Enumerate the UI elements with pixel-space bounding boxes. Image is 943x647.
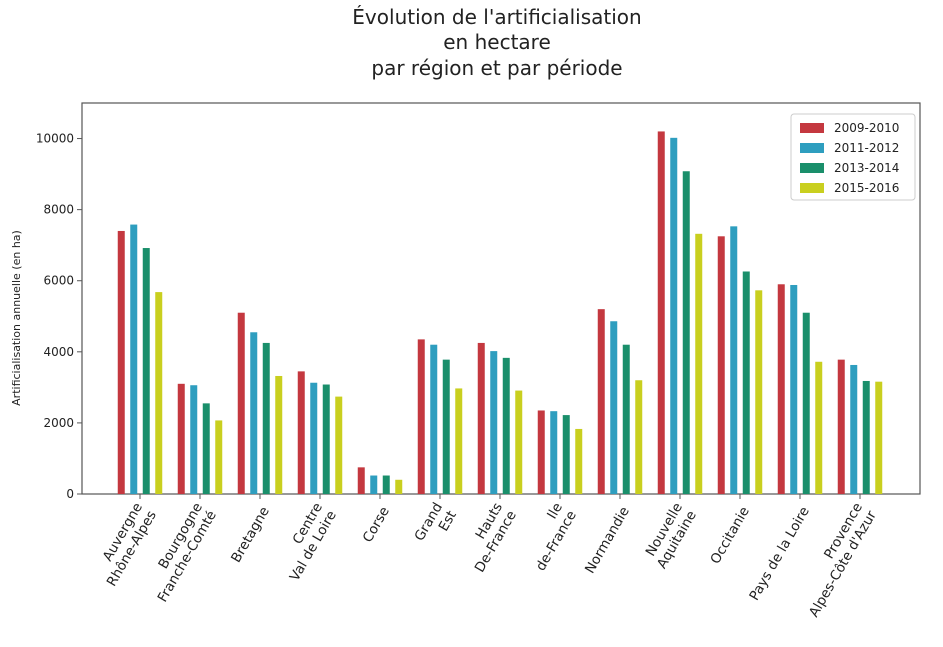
bar — [335, 396, 343, 494]
y-tick-label: 10000 — [36, 132, 74, 146]
bar — [117, 230, 125, 494]
chart-title-line: en hectare — [443, 30, 551, 54]
bar — [177, 383, 185, 494]
bar — [875, 381, 883, 494]
bar — [297, 371, 305, 494]
bar — [777, 284, 785, 494]
bar — [537, 410, 545, 494]
bar — [322, 384, 330, 494]
x-tick-label: Bretagne — [228, 504, 273, 566]
bar — [430, 344, 438, 494]
bar — [155, 292, 163, 494]
bar — [730, 226, 738, 494]
bar — [395, 479, 403, 494]
bar — [562, 415, 570, 494]
bar — [490, 351, 498, 494]
x-tick-label-line: Corse — [360, 504, 393, 545]
bar — [717, 236, 725, 495]
bar — [622, 344, 630, 494]
bar — [202, 403, 210, 494]
legend-label: 2011-2012 — [834, 141, 899, 155]
bar — [850, 364, 858, 494]
bar — [275, 375, 283, 494]
legend-swatch — [800, 143, 824, 153]
legend: 2009-2010 2011-2012 2013-2014 2015-2016 — [790, 113, 916, 201]
x-tick-label-line: Normandie — [582, 504, 633, 576]
x-tick-label: Normandie — [582, 504, 633, 576]
legend-swatch — [800, 163, 824, 173]
bar — [357, 467, 365, 494]
x-tick-label: Occitanie — [707, 504, 753, 567]
bar — [370, 475, 378, 494]
plot-area — [81, 102, 921, 495]
bar — [215, 420, 223, 494]
bar — [802, 312, 810, 494]
x-tick-label-line: Occitanie — [707, 504, 753, 567]
x-tick-label-line: Bretagne — [228, 504, 273, 566]
y-axis: 0 2000 4000 6000 8000 10000 — [36, 132, 82, 501]
bar — [755, 290, 763, 494]
legend-label: 2013-2014 — [834, 161, 899, 175]
y-axis-label: Artificialisation annuelle (en ha) — [10, 230, 23, 406]
bar — [657, 131, 665, 494]
legend-label: 2009-2010 — [834, 121, 899, 135]
bar — [417, 339, 425, 494]
y-tick-label: 2000 — [43, 416, 74, 430]
bar — [670, 137, 678, 494]
bar — [742, 271, 750, 494]
bar — [550, 411, 558, 494]
chart-title-line: Évolution de l'artificialisation — [352, 5, 641, 29]
bar — [477, 342, 485, 494]
bar — [382, 475, 390, 494]
x-tick-label-line: Pays de la Loire — [746, 504, 813, 603]
x-tick-label-line: Ile — [544, 500, 566, 522]
bar — [575, 428, 583, 494]
bar — [610, 321, 618, 494]
bar — [262, 342, 270, 494]
y-tick-label: 0 — [66, 487, 74, 501]
x-tick-label: Pays de la Loire — [746, 504, 813, 603]
x-axis: AuvergneRhône-AlpesBourgogneFranche-Comt… — [100, 494, 880, 620]
bar — [442, 359, 450, 494]
bar — [695, 233, 703, 494]
bar — [130, 224, 138, 494]
bar — [790, 284, 798, 494]
bar — [837, 359, 845, 494]
legend-label: 2015-2016 — [834, 181, 899, 195]
bar — [190, 385, 198, 494]
bar — [237, 312, 245, 494]
y-tick-label: 8000 — [43, 203, 74, 217]
legend-swatch — [800, 183, 824, 193]
y-tick-label: 6000 — [43, 274, 74, 288]
legend-swatch — [800, 123, 824, 133]
chart-title-line: par région et par période — [371, 56, 622, 80]
x-tick-label: Corse — [360, 504, 393, 545]
bar — [455, 388, 463, 494]
bar — [142, 248, 150, 494]
bar — [250, 332, 258, 494]
y-tick-label: 4000 — [43, 345, 74, 359]
legend-box — [790, 113, 916, 201]
bar — [502, 357, 510, 494]
bar — [682, 171, 690, 494]
bar — [815, 361, 823, 494]
bar — [635, 380, 643, 494]
bar — [597, 309, 605, 494]
bar — [310, 382, 318, 494]
bar — [515, 390, 523, 494]
bars — [117, 131, 883, 495]
bar — [862, 380, 870, 494]
